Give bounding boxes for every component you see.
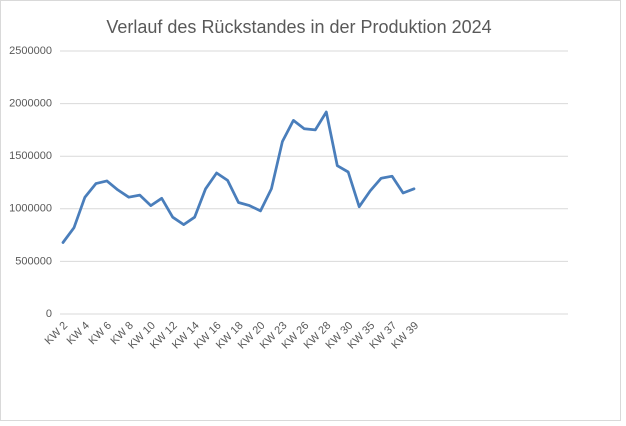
y-tick-label: 1500000 — [9, 150, 52, 162]
y-tick-label: 1000000 — [9, 203, 52, 215]
y-tick-label: 500000 — [15, 255, 52, 267]
y-tick-label: 0 — [46, 308, 52, 320]
chart-title: Verlauf des Rückstandes in der Produktio… — [106, 17, 491, 37]
data-line — [61, 110, 416, 244]
y-tick-label: 2500000 — [9, 45, 52, 57]
y-tick-label: 2000000 — [9, 98, 52, 110]
